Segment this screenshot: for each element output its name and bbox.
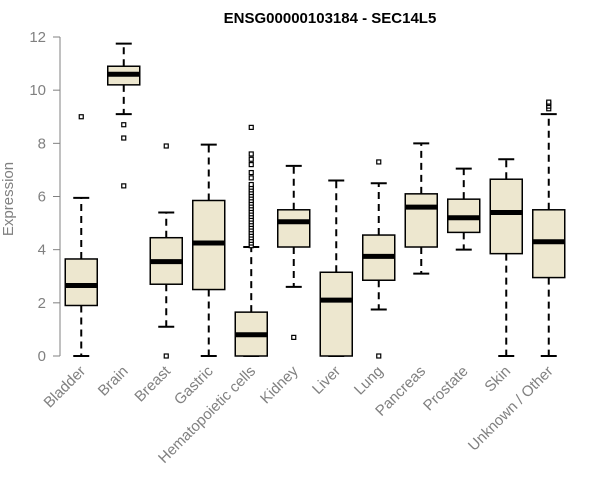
chart-title: ENSG00000103184 - SEC14L5	[224, 10, 437, 27]
y-axis: 0 2 4 6 8 10 12	[29, 29, 61, 365]
x-tick-label: Brain	[95, 363, 132, 400]
x-tick-label: Lung	[351, 363, 387, 399]
y-tick-label: 10	[29, 82, 46, 99]
x-tick-label: Liver	[309, 363, 344, 398]
outlier-point	[248, 156, 254, 162]
x-tick-label: Prostate	[420, 363, 472, 415]
x-tick-label: Breast	[131, 362, 174, 405]
box-brain	[107, 42, 141, 189]
y-tick-label: 8	[38, 135, 46, 152]
iqr-box	[404, 193, 438, 248]
outlier-point	[376, 353, 382, 359]
y-axis-label: Expression	[0, 162, 17, 236]
iqr-box	[64, 258, 98, 307]
outlier-point	[248, 124, 254, 130]
outlier-point	[163, 353, 169, 359]
outlier-point	[78, 114, 84, 120]
x-tick-label: Bladder	[40, 363, 89, 412]
box-breast	[149, 143, 183, 359]
iqr-box	[319, 271, 353, 357]
box-liver	[319, 179, 353, 357]
x-tick-label: Kidney	[257, 362, 302, 407]
box-pancreas	[404, 142, 438, 275]
x-tick-label: Skin	[481, 363, 514, 396]
outlier-point	[163, 143, 169, 149]
outlier-point	[121, 183, 127, 189]
outlier-point	[121, 122, 127, 128]
outlier-point	[121, 135, 127, 141]
box-bladder	[64, 114, 98, 357]
outlier-point	[248, 175, 254, 181]
outlier-point	[376, 159, 382, 165]
y-tick-label: 2	[38, 295, 46, 312]
box-prostate	[447, 167, 481, 251]
iqr-box	[277, 209, 311, 248]
box-lung	[362, 159, 396, 359]
boxes-group	[64, 42, 566, 359]
box-kidney	[277, 164, 311, 340]
box-gastric	[192, 143, 226, 357]
y-tick-label: 4	[38, 242, 46, 259]
outlier-point	[546, 99, 552, 105]
outlier-point	[248, 162, 254, 168]
outlier-point	[248, 169, 254, 176]
box-skin	[489, 158, 523, 357]
outlier-point	[248, 181, 254, 188]
outlier-point	[248, 151, 254, 157]
box-unknown-other	[532, 99, 566, 357]
y-tick-label: 0	[38, 348, 46, 365]
y-tick-label: 6	[38, 189, 46, 206]
y-tick-label: 12	[29, 29, 46, 46]
box-hematopoietic-cells	[234, 124, 268, 357]
iqr-box	[489, 178, 523, 255]
outlier-point	[291, 334, 297, 340]
